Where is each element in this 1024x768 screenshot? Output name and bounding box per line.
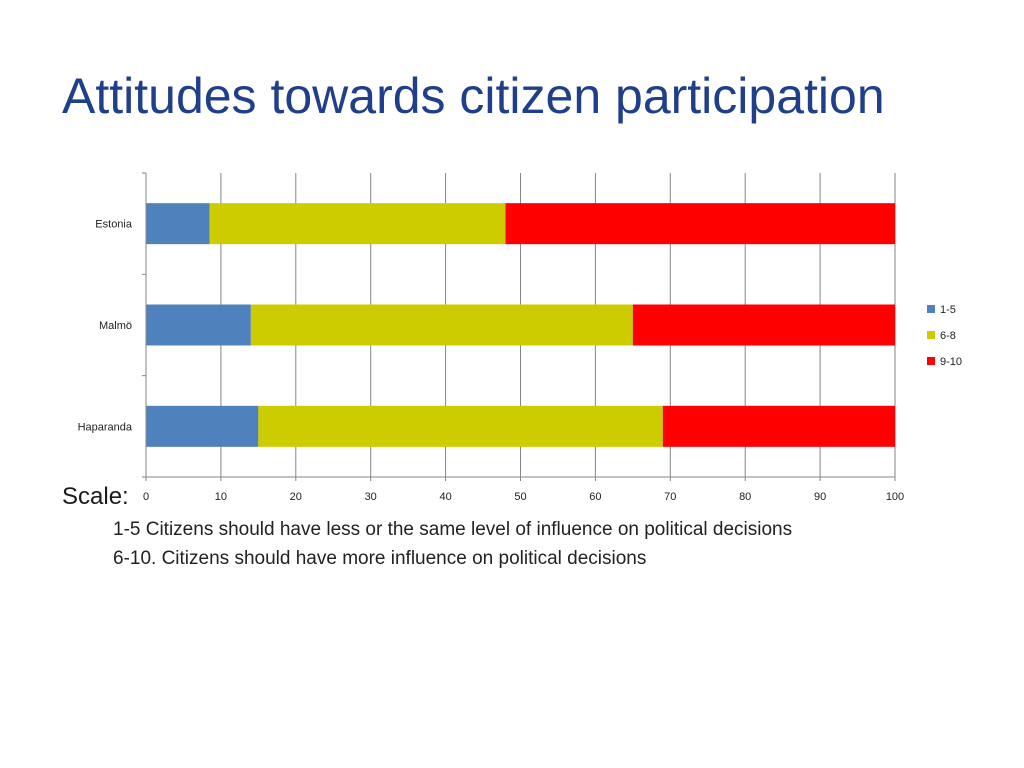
legend-swatch-9-10: [927, 357, 935, 365]
x-tick-label: 100: [886, 491, 904, 503]
slide-title: Attitudes towards citizen participation: [62, 68, 885, 124]
bar-9-10-Estonia: [505, 203, 895, 245]
legend-swatch-6-8: [927, 331, 935, 339]
x-tick-label: 20: [290, 491, 302, 503]
bar-6-8-Haparanda: [258, 405, 663, 447]
x-tick-label: 40: [439, 491, 451, 503]
x-tick-label: 60: [589, 491, 601, 503]
scale-heading: Scale:: [62, 483, 129, 510]
scale-description-2: 6-10. Citizens should have more influenc…: [113, 548, 647, 569]
bar-1-5-Estonia: [146, 203, 210, 245]
legend: 1-5 6-8 9-10: [927, 304, 962, 368]
x-tick-label: 90: [814, 491, 826, 503]
stacked-bar-chart: Estonia Malmö Haparanda 0 10 20 30 40 50 60 70 80 90…: [78, 172, 962, 503]
x-tick-label: 10: [215, 491, 227, 503]
category-label: Haparanda: [78, 421, 133, 433]
x-tick-label: 80: [739, 491, 751, 503]
bar-1-5-Haparanda: [146, 405, 259, 447]
category-label: Estonia: [95, 219, 133, 231]
x-tick-label: 50: [514, 491, 526, 503]
legend-label-9-10: 9-10: [940, 356, 962, 368]
x-tick-label: 30: [365, 491, 377, 503]
legend-label-6-8: 6-8: [940, 330, 956, 342]
bar-6-8-Malmö: [250, 304, 633, 346]
bars: [146, 203, 895, 447]
bar-9-10-Malmö: [632, 304, 895, 346]
x-tick-label: 70: [664, 491, 676, 503]
bar-9-10-Haparanda: [662, 405, 895, 447]
x-tick-label: 0: [143, 491, 149, 503]
legend-swatch-1-5: [927, 305, 935, 313]
axes: Estonia Malmö Haparanda 0 10 20 30 40 50 60 70 80 90…: [78, 172, 904, 503]
scale-description-1: 1-5 Citizens should have less or the sam…: [113, 519, 793, 540]
bar-1-5-Malmö: [146, 304, 251, 346]
category-label: Malmö: [99, 320, 132, 332]
bar-6-8-Estonia: [209, 203, 506, 245]
legend-label-1-5: 1-5: [940, 304, 956, 316]
